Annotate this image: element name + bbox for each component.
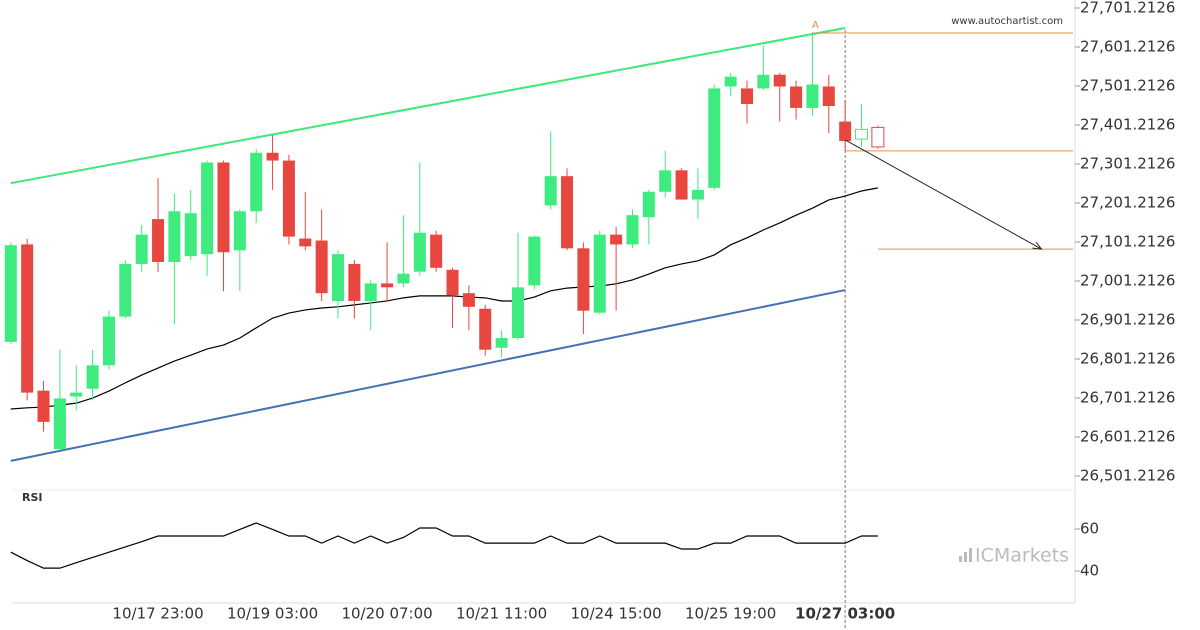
y-tick-label: 27,001.2126 (1080, 271, 1175, 289)
candle-body (102, 316, 115, 366)
candle-body (462, 293, 475, 307)
x-tick-label: 10/25 19:00 (685, 605, 776, 623)
candle-body (479, 308, 492, 350)
brand-logo (959, 548, 972, 562)
candle-body (70, 392, 83, 397)
candle-body (593, 234, 606, 313)
candle-body (691, 189, 704, 200)
candle-body (642, 191, 655, 218)
candle-body (21, 244, 34, 393)
candle-body (282, 160, 295, 237)
candle-body (708, 88, 721, 188)
x-tick-label: 10/27 03:00 (795, 605, 895, 623)
candle-body (871, 126, 885, 148)
candle-body (381, 283, 394, 288)
candle-body (659, 170, 672, 192)
candle-body (430, 234, 443, 268)
moving-average (10, 187, 878, 410)
candle-body (217, 162, 230, 253)
candle-body (675, 170, 688, 200)
candle-body (495, 338, 508, 348)
candle-body (37, 390, 50, 422)
candle-body (561, 176, 574, 249)
y-tick-label: 26,501.2126 (1080, 466, 1175, 484)
candle-body (168, 211, 181, 262)
y-tick-label: 27,601.2126 (1080, 37, 1175, 55)
candle-body (266, 152, 279, 161)
candle-body (364, 283, 377, 301)
candle-body (806, 84, 819, 108)
candle-body (822, 86, 835, 106)
candle-body (4, 245, 17, 342)
x-tick-label: 10/21 11:00 (456, 605, 547, 623)
candle-body (348, 263, 361, 301)
candle-body (626, 215, 639, 245)
forecast-arrow (844, 139, 1042, 250)
candle-body (855, 128, 869, 140)
trend-line (10, 289, 846, 462)
candle-body (773, 74, 786, 87)
y-tick-label: 27,301.2126 (1080, 154, 1175, 172)
candle-body (528, 236, 541, 286)
candle-body (544, 176, 557, 206)
y-tick-label: 26,801.2126 (1080, 349, 1175, 367)
y-tick-label: 27,401.2126 (1080, 115, 1175, 133)
x-tick-label: 10/20 07:00 (341, 605, 432, 623)
candle-body (413, 232, 426, 272)
trend-line (10, 26, 846, 185)
candle-body (201, 162, 214, 255)
point-label: A (812, 20, 819, 31)
candle-body (446, 269, 459, 296)
candle-body (152, 219, 165, 262)
rsi-line (10, 522, 878, 569)
candle-body (397, 273, 410, 284)
candle-body (86, 365, 99, 389)
candle-body (724, 76, 737, 87)
candle-body (299, 238, 312, 247)
y-tick-label: 27,201.2126 (1080, 193, 1175, 211)
y-tick-label: 27,101.2126 (1080, 232, 1175, 250)
candle-body (315, 240, 328, 294)
candle-body (741, 88, 753, 105)
y-tick-label: 27,501.2126 (1080, 76, 1175, 94)
candle-body (790, 86, 803, 108)
x-tick-label: 10/17 23:00 (112, 605, 203, 623)
x-tick-label: 10/19 03:00 (227, 605, 318, 623)
candle-body (184, 213, 197, 257)
rsi-label: RSI (22, 491, 43, 504)
candle-body (119, 263, 132, 317)
candle-body (135, 234, 148, 264)
arrow-head (1032, 241, 1043, 250)
candle-body (511, 287, 524, 339)
y-tick-label: 27,701.2126 (1080, 0, 1175, 16)
candle-body (839, 121, 852, 142)
candle-body (610, 234, 623, 245)
watermark: www.autochartist.com (951, 16, 1063, 27)
y-tick-label: 26,901.2126 (1080, 310, 1175, 328)
candle-body (577, 248, 590, 311)
candle-body (757, 74, 770, 89)
candle-body (233, 211, 246, 251)
candle-body (250, 152, 263, 212)
x-tick-label: 10/24 15:00 (571, 605, 662, 623)
y-tick-label: 60 (1080, 520, 1099, 538)
brand: ICMarkets (975, 545, 1069, 567)
y-tick-label: 26,701.2126 (1080, 388, 1175, 406)
candle-body (332, 254, 344, 301)
y-tick-label: 26,601.2126 (1080, 427, 1175, 445)
y-tick-label: 40 (1080, 562, 1099, 580)
candle-body (53, 398, 66, 450)
